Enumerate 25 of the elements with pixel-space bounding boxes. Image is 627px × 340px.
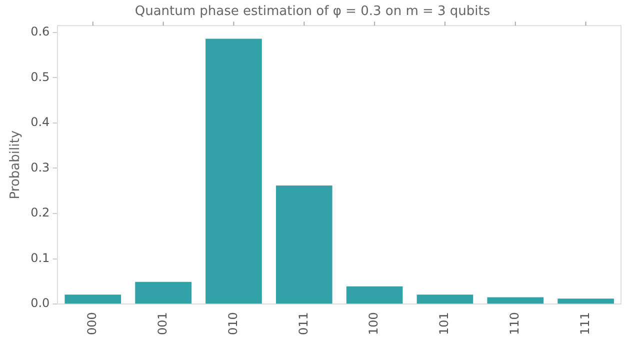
x-tick-label: 001 (155, 312, 170, 335)
x-tick-label: 010 (226, 312, 240, 335)
x-tick-label: 110 (508, 312, 522, 335)
x-tick-label: 100 (366, 312, 381, 335)
bar (487, 297, 544, 304)
bar (206, 38, 262, 304)
y-tick-label: 0.1 (30, 250, 50, 265)
y-axis-title: Probability (8, 130, 24, 200)
bar (135, 282, 192, 304)
y-tick-label: 0.5 (30, 70, 50, 84)
y-tick-label: 0.4 (30, 115, 50, 130)
bar (416, 294, 474, 304)
y-tick-label: 0.0 (30, 296, 50, 310)
x-tick-label: 101 (437, 312, 452, 335)
chart-title: Quantum phase estimation of φ = 0.3 on m = 3 qubits (134, 4, 490, 20)
x-tick-label: 011 (296, 312, 310, 335)
bar (276, 185, 332, 304)
x-tick-label: 111 (578, 312, 592, 335)
y-tick-label: 0.3 (30, 160, 50, 174)
y-tick-label: 0.6 (30, 24, 50, 39)
bar (64, 294, 122, 304)
x-tick-label: 000 (85, 312, 100, 335)
bar (346, 286, 403, 304)
y-tick-label: 0.2 (30, 206, 50, 220)
bar (558, 298, 614, 304)
